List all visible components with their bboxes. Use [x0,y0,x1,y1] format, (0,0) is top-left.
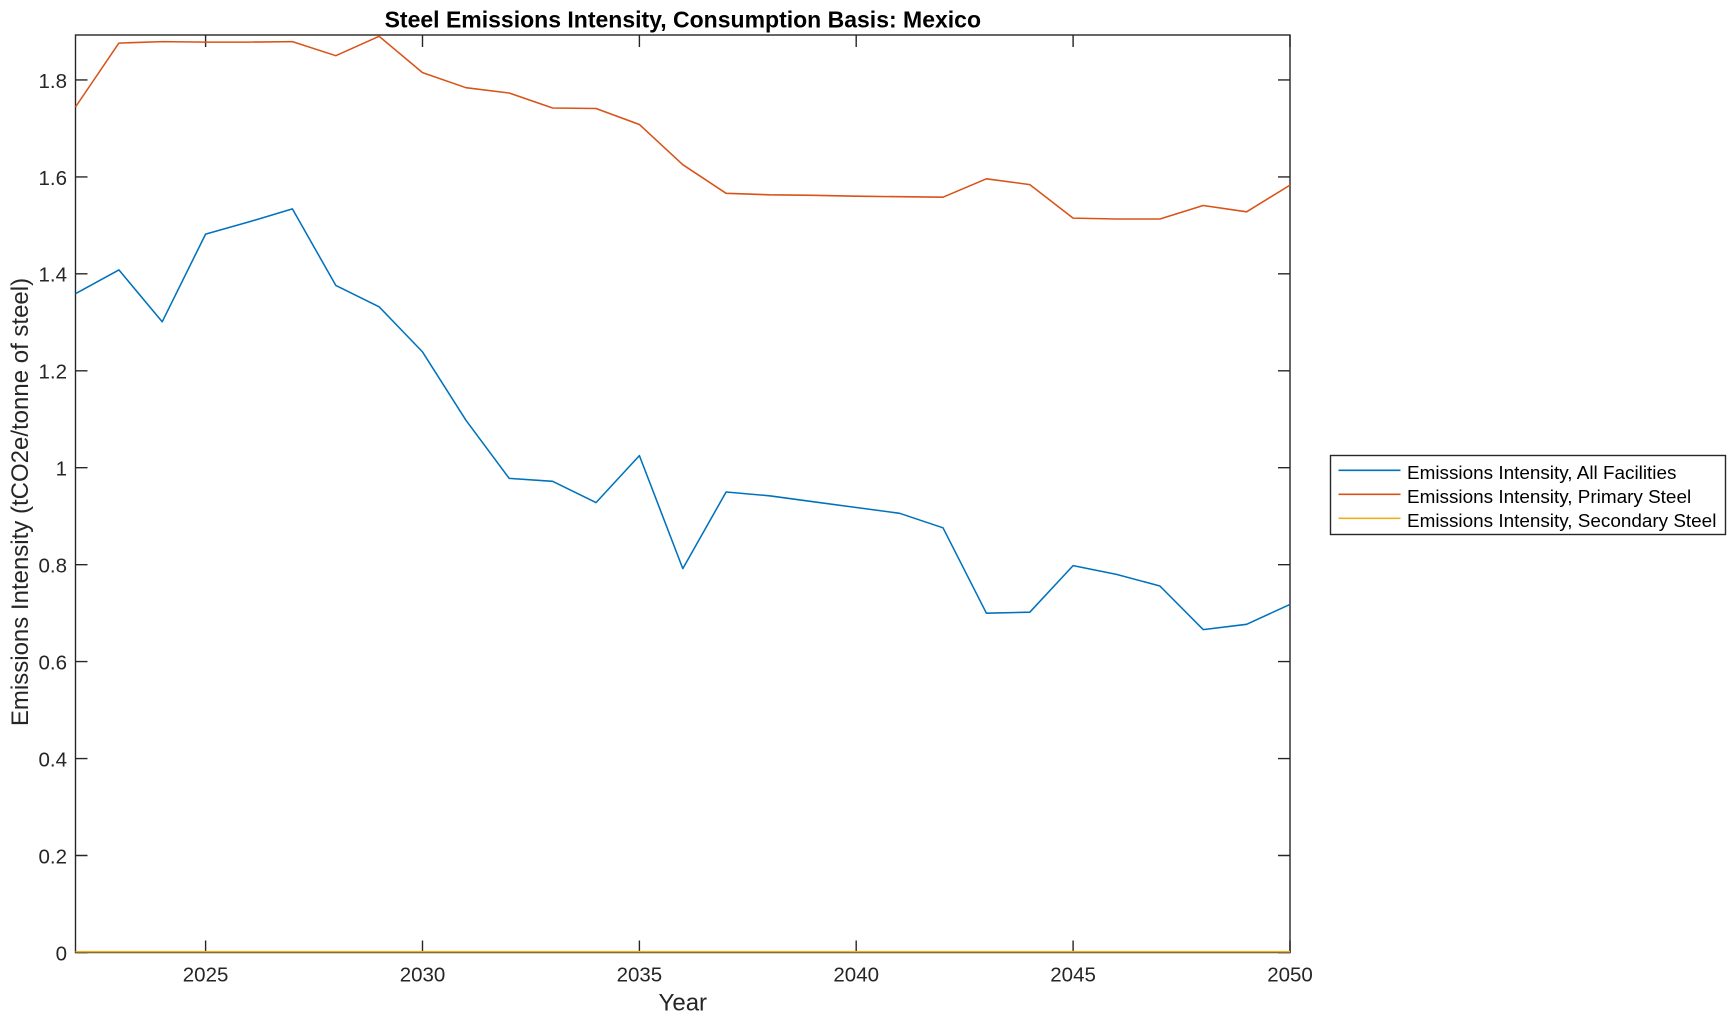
svg-text:0.2: 0.2 [39,845,68,868]
svg-text:Steel Emissions Intensity, Con: Steel Emissions Intensity, Consumption B… [385,7,981,33]
svg-text:Emissions Intensity, All Facil: Emissions Intensity, All Facilities [1407,463,1676,484]
svg-text:Emissions Intensity (tCO2e/ton: Emissions Intensity (tCO2e/tonne of stee… [7,278,34,726]
svg-text:1.2: 1.2 [39,361,68,384]
svg-text:1.6: 1.6 [39,167,68,190]
svg-text:1.4: 1.4 [39,264,68,287]
svg-text:2035: 2035 [617,963,663,986]
svg-text:0.6: 0.6 [39,652,68,675]
svg-text:0.4: 0.4 [39,749,68,772]
svg-text:0.8: 0.8 [39,555,68,578]
svg-text:Year: Year [659,990,708,1017]
svg-text:1.8: 1.8 [39,70,68,93]
svg-text:1: 1 [56,458,67,481]
svg-text:0: 0 [56,942,67,965]
svg-text:2040: 2040 [833,963,879,986]
svg-text:2030: 2030 [400,963,446,986]
svg-text:2050: 2050 [1267,963,1313,986]
svg-text:Emissions Intensity, Primary S: Emissions Intensity, Primary Steel [1407,487,1691,508]
svg-text:2025: 2025 [183,963,229,986]
svg-text:2045: 2045 [1050,963,1096,986]
svg-text:Emissions Intensity, Secondary: Emissions Intensity, Secondary Steel [1407,511,1716,532]
